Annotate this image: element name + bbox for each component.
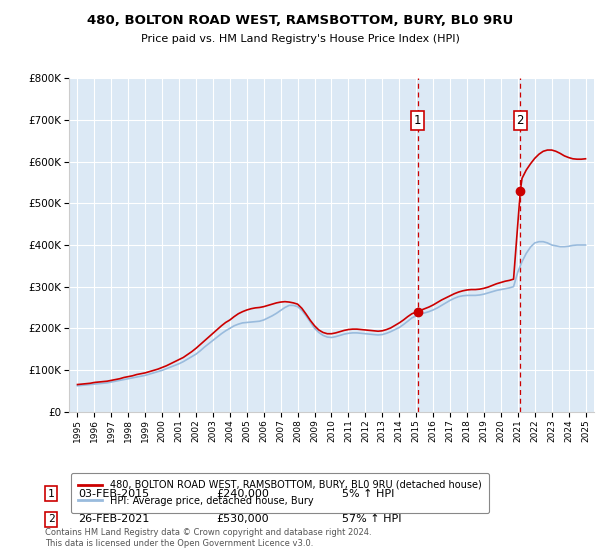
- Legend: 480, BOLTON ROAD WEST, RAMSBOTTOM, BURY, BL0 9RU (detached house), HPI: Average : 480, BOLTON ROAD WEST, RAMSBOTTOM, BURY,…: [71, 473, 488, 512]
- Text: Price paid vs. HM Land Registry's House Price Index (HPI): Price paid vs. HM Land Registry's House …: [140, 34, 460, 44]
- Text: 480, BOLTON ROAD WEST, RAMSBOTTOM, BURY, BL0 9RU: 480, BOLTON ROAD WEST, RAMSBOTTOM, BURY,…: [87, 14, 513, 27]
- Text: 1: 1: [47, 489, 55, 499]
- Text: £240,000: £240,000: [216, 489, 269, 499]
- Text: 26-FEB-2021: 26-FEB-2021: [78, 514, 149, 524]
- Text: Contains HM Land Registry data © Crown copyright and database right 2024.
This d: Contains HM Land Registry data © Crown c…: [45, 528, 371, 548]
- Text: £530,000: £530,000: [216, 514, 269, 524]
- Text: 03-FEB-2015: 03-FEB-2015: [78, 489, 149, 499]
- Text: 5% ↑ HPI: 5% ↑ HPI: [342, 489, 394, 499]
- Text: 57% ↑ HPI: 57% ↑ HPI: [342, 514, 401, 524]
- Text: 1: 1: [414, 114, 421, 127]
- Text: 2: 2: [517, 114, 524, 127]
- Text: 2: 2: [47, 514, 55, 524]
